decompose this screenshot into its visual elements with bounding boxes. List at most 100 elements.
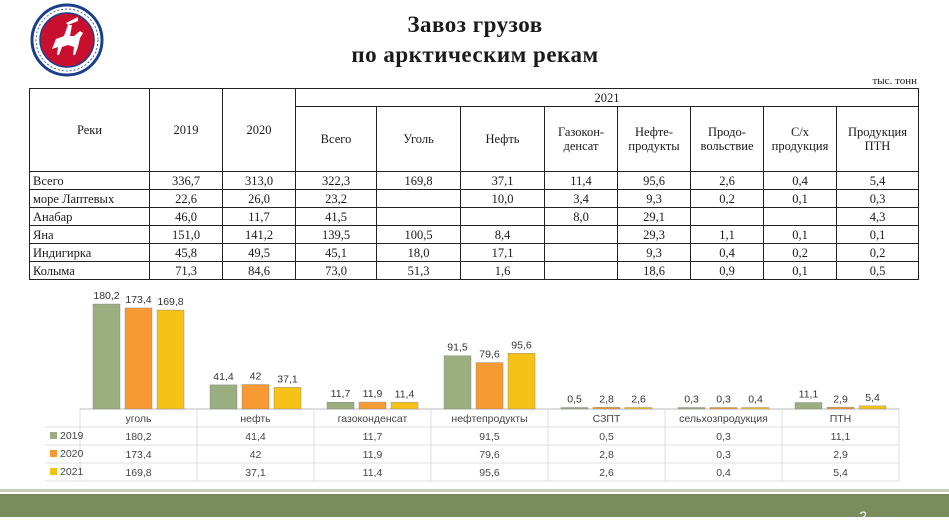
table-row: Всего 336,7 313,0 322,3 169,8 37,1 11,4 95,6 2,6… [29, 171, 919, 190]
table-cell: 0,9 [690, 261, 764, 280]
category-label: уголь [125, 413, 152, 425]
table-cell: 0,2 [763, 243, 837, 262]
river-name: Индигирка [29, 243, 150, 262]
table-cell [544, 243, 618, 262]
table-cell [460, 207, 545, 226]
table-cell: 51,3 [376, 261, 461, 280]
bar-data-label: 11,7 [331, 388, 351, 400]
table-cell: 29,3 [617, 225, 691, 244]
table-cell: 84,6 [222, 261, 296, 280]
subheader-2021-col: Продукция ПТН [836, 106, 919, 172]
data-table-cell: 37,1 [245, 467, 266, 479]
bar-2020 [475, 362, 504, 410]
legend-swatch-2019 [50, 432, 57, 439]
table-cell: 9,3 [617, 243, 691, 262]
table-cell: 95,6 [617, 171, 691, 190]
header-2020: 2020 [222, 88, 296, 172]
header-rivers: Реки [29, 88, 150, 172]
bar-data-label: 79,6 [479, 349, 500, 361]
river-name: Яна [29, 225, 150, 244]
bar-2020 [241, 384, 270, 410]
table-cell: 0,1 [763, 261, 837, 280]
table-cell: 313,0 [222, 171, 296, 190]
table-cell: 5,4 [836, 171, 919, 190]
bar-2021 [156, 309, 185, 410]
legend-label: 2021 [60, 466, 84, 478]
table-cell: 10,0 [460, 189, 545, 208]
table-cell [376, 207, 461, 226]
table-cell: 2,6 [690, 171, 764, 190]
table-cell: 151,0 [149, 225, 223, 244]
data-table-cell: 11,7 [363, 431, 383, 443]
table-cell: 8,4 [460, 225, 545, 244]
footer-bar [0, 494, 949, 517]
table-cell: 73,0 [295, 261, 377, 280]
data-table-cell: 2,6 [599, 467, 614, 479]
table-cell: 9,3 [617, 189, 691, 208]
table-cell: 0,2 [836, 243, 919, 262]
cargo-bar-chart: 180,2 173,4 169,8 уголь 180,2 173,4 169,8 41,4 4… [45, 290, 900, 482]
category-label: сельхозпродукция [679, 413, 768, 425]
data-table-cell: 2,9 [833, 449, 848, 461]
data-table-cell: 11,9 [363, 449, 383, 461]
table-cell: 26,0 [222, 189, 296, 208]
river-name: Всего [29, 171, 150, 190]
category-label: ПТН [830, 413, 852, 425]
table-cell: 0,1 [763, 189, 837, 208]
bar-data-label: 2,8 [599, 393, 614, 405]
subheader-2021-col: Всего [295, 106, 377, 172]
bar-2021 [741, 407, 770, 410]
bar-2021 [858, 405, 887, 410]
legend-label: 2020 [60, 448, 84, 460]
bar-data-label: 37,1 [277, 373, 298, 385]
table-row: Яна 151,0 141,2 139,5 100,5 8,4 29,3 1,1 0,1 0,1 [29, 225, 919, 244]
slide-title: Завоз грузов по арктическим рекам [240, 10, 710, 70]
table-cell: 11,7 [222, 207, 296, 226]
data-table-cell: 173,4 [125, 449, 151, 461]
table-row: Индигирка 45,8 49,5 45,1 18,0 17,1 9,3 0,4 0,2 0,… [29, 243, 919, 262]
bar-data-label: 173,4 [125, 294, 151, 306]
table-cell: 18,6 [617, 261, 691, 280]
table-cell: 0,1 [836, 225, 919, 244]
table-cell [544, 225, 618, 244]
table-cell: 71,3 [149, 261, 223, 280]
table-cell: 37,1 [460, 171, 545, 190]
units-label: тыс. тонн [872, 75, 917, 87]
bar-data-label: 0,3 [684, 394, 699, 406]
bar-2019 [560, 407, 589, 410]
bar-2020 [826, 407, 855, 410]
table-cell: 45,8 [149, 243, 223, 262]
data-table-cell: 0,5 [599, 431, 614, 443]
data-table-cell: 11,1 [831, 431, 851, 443]
data-table-cell: 41,4 [245, 431, 266, 443]
title-line-1: Завоз грузов [407, 12, 543, 37]
table-row: море Лаптевых 22,6 26,0 23,2 10,0 3,4 9,3 0,2 0,… [29, 189, 919, 208]
bar-data-label: 95,6 [511, 339, 532, 351]
table-cell: 336,7 [149, 171, 223, 190]
table-cell [690, 207, 764, 226]
bar-2020 [592, 407, 621, 410]
table-cell: 1,6 [460, 261, 545, 280]
table-cell: 23,2 [295, 189, 377, 208]
table-cell: 322,3 [295, 171, 377, 190]
river-name: Анабар [29, 207, 150, 226]
table-cell: 139,5 [295, 225, 377, 244]
category-label: нефть [240, 413, 271, 425]
bar-data-label: 0,5 [567, 394, 582, 406]
cargo-table: Реки 2019 2020 2021 Всего Уголь Нефть Газок… [29, 88, 919, 280]
data-table-cell: 180,2 [125, 431, 151, 443]
coat-of-arms-icon [30, 3, 104, 77]
table-cell: 4,3 [836, 207, 919, 226]
subheader-2021-col: Нефть [460, 106, 545, 172]
data-table-cell: 0,4 [716, 467, 731, 479]
footer-divider [0, 489, 949, 492]
table-cell: 22,6 [149, 189, 223, 208]
bar-data-label: 41,4 [213, 371, 234, 383]
subheader-2021-col: С/х продукция [763, 106, 837, 172]
header-2021: 2021 [295, 88, 919, 107]
data-table-cell: 79,6 [479, 449, 500, 461]
table-row: Анабар 46,0 11,7 41,5 8,0 29,1 4,3 [29, 207, 919, 226]
legend-label: 2019 [60, 430, 84, 442]
table-cell: 49,5 [222, 243, 296, 262]
bar-2021 [507, 353, 536, 410]
